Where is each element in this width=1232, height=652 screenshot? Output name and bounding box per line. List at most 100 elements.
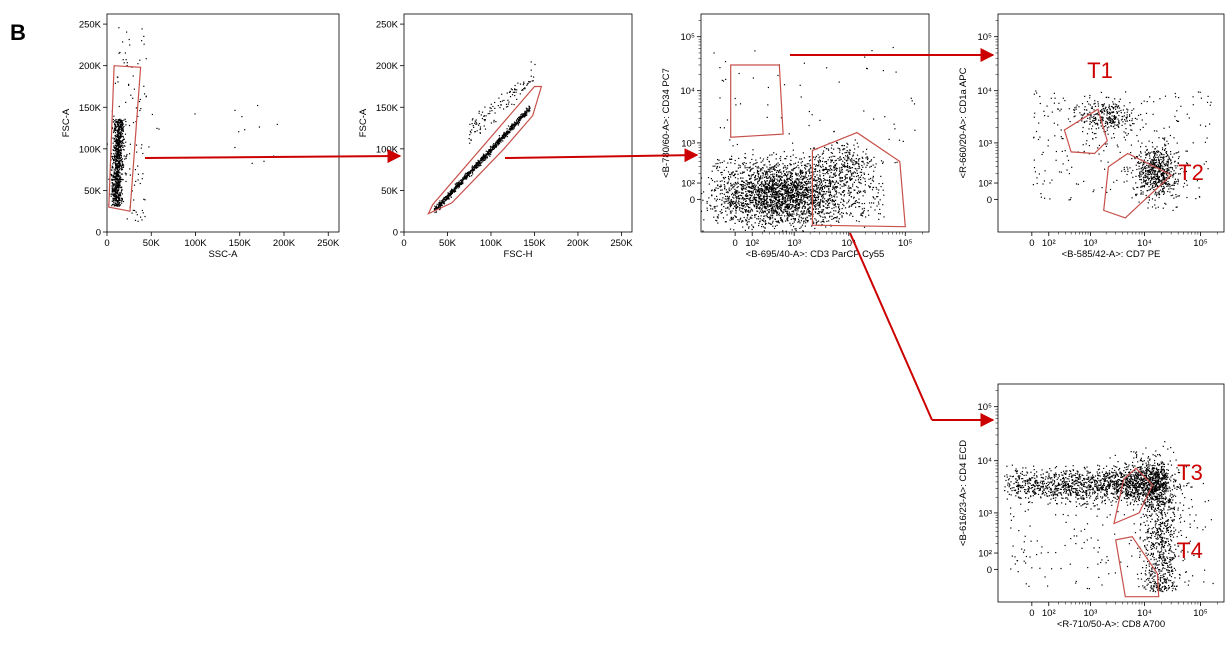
data-dot <box>817 196 819 198</box>
data-dot <box>829 216 831 218</box>
data-dot <box>805 184 808 186</box>
data-dot <box>751 224 753 226</box>
data-dot <box>120 156 122 158</box>
data-dot <box>118 181 120 183</box>
data-dot <box>115 195 117 197</box>
data-dot <box>528 81 530 83</box>
data-dot <box>494 144 496 146</box>
data-dot <box>120 166 122 168</box>
data-dot <box>800 175 803 177</box>
data-dot <box>817 235 818 236</box>
data-dot <box>809 189 812 192</box>
data-dot <box>761 204 763 206</box>
data-dot <box>802 212 804 214</box>
data-dot <box>497 142 499 144</box>
data-dot <box>770 216 772 218</box>
data-dot <box>726 214 728 216</box>
data-dot <box>841 163 843 165</box>
data-dot <box>783 166 785 168</box>
data-dot <box>473 126 475 128</box>
data-dot <box>492 148 494 150</box>
data-dot <box>805 180 808 182</box>
data-dot <box>125 157 127 160</box>
data-dot <box>125 156 127 158</box>
data-dot <box>113 198 116 200</box>
data-dot <box>824 161 826 163</box>
data-dot <box>433 209 435 211</box>
data-dot <box>125 174 127 176</box>
data-dot <box>484 156 486 158</box>
data-dot <box>125 124 127 126</box>
data-dot <box>118 156 120 158</box>
data-dot <box>870 160 872 162</box>
data-dot <box>798 188 800 190</box>
data-dot <box>132 75 134 77</box>
data-dot <box>523 82 525 85</box>
data-dot <box>752 226 755 229</box>
data-dot <box>462 183 464 185</box>
data-dot <box>837 207 840 209</box>
data-dot <box>465 172 467 174</box>
data-dot <box>734 202 736 204</box>
data-dot <box>510 125 512 127</box>
data-dot <box>731 210 733 212</box>
data-dot <box>809 203 811 205</box>
data-dot <box>770 179 772 181</box>
data-dot <box>777 221 780 223</box>
data-dot <box>516 98 518 100</box>
data-dot <box>513 125 516 127</box>
data-dot <box>801 164 803 167</box>
data-dot <box>816 200 818 202</box>
data-dot <box>826 207 828 210</box>
data-dot <box>119 51 121 54</box>
data-dot <box>511 123 513 125</box>
data-dot <box>787 192 789 194</box>
data-dot <box>749 207 751 209</box>
data-dot <box>753 182 755 185</box>
data-dot <box>847 192 849 194</box>
data-dot <box>120 133 122 136</box>
data-dot <box>835 180 837 182</box>
data-dot <box>742 187 745 189</box>
data-dot <box>493 121 495 123</box>
data-dot <box>122 163 124 165</box>
data-dot <box>115 139 117 141</box>
data-dot <box>759 170 761 172</box>
data-dot <box>834 164 836 166</box>
data-dot <box>787 189 789 191</box>
data-dot <box>730 199 732 201</box>
data-dot <box>843 190 845 192</box>
data-dot <box>771 202 773 204</box>
data-dot <box>509 96 512 98</box>
data-dot <box>734 191 736 194</box>
data-dot <box>775 197 777 199</box>
data-dot <box>792 170 794 172</box>
data-dot <box>826 201 828 203</box>
data-dot <box>129 168 131 170</box>
data-dot <box>816 191 818 193</box>
data-dot <box>117 121 119 123</box>
data-dot <box>850 205 852 207</box>
data-dot <box>776 205 779 207</box>
data-dot <box>117 195 119 197</box>
data-dot <box>833 174 835 176</box>
data-dot <box>877 196 879 198</box>
data-dot <box>131 212 133 214</box>
data-dot <box>763 197 765 199</box>
data-dot <box>751 186 753 188</box>
data-dot <box>739 218 741 220</box>
data-dot <box>796 194 798 196</box>
data-dot <box>746 223 748 225</box>
data-dot <box>115 181 117 183</box>
data-dot <box>113 201 115 203</box>
data-dot <box>116 157 118 160</box>
data-dot <box>841 180 843 182</box>
data-dot <box>816 184 818 186</box>
data-dot <box>773 175 775 177</box>
data-dot <box>822 205 824 207</box>
data-dot <box>871 179 873 181</box>
data-dot <box>844 179 846 181</box>
data-dot <box>716 195 718 197</box>
data-dot <box>786 212 788 214</box>
data-dot <box>117 182 119 184</box>
